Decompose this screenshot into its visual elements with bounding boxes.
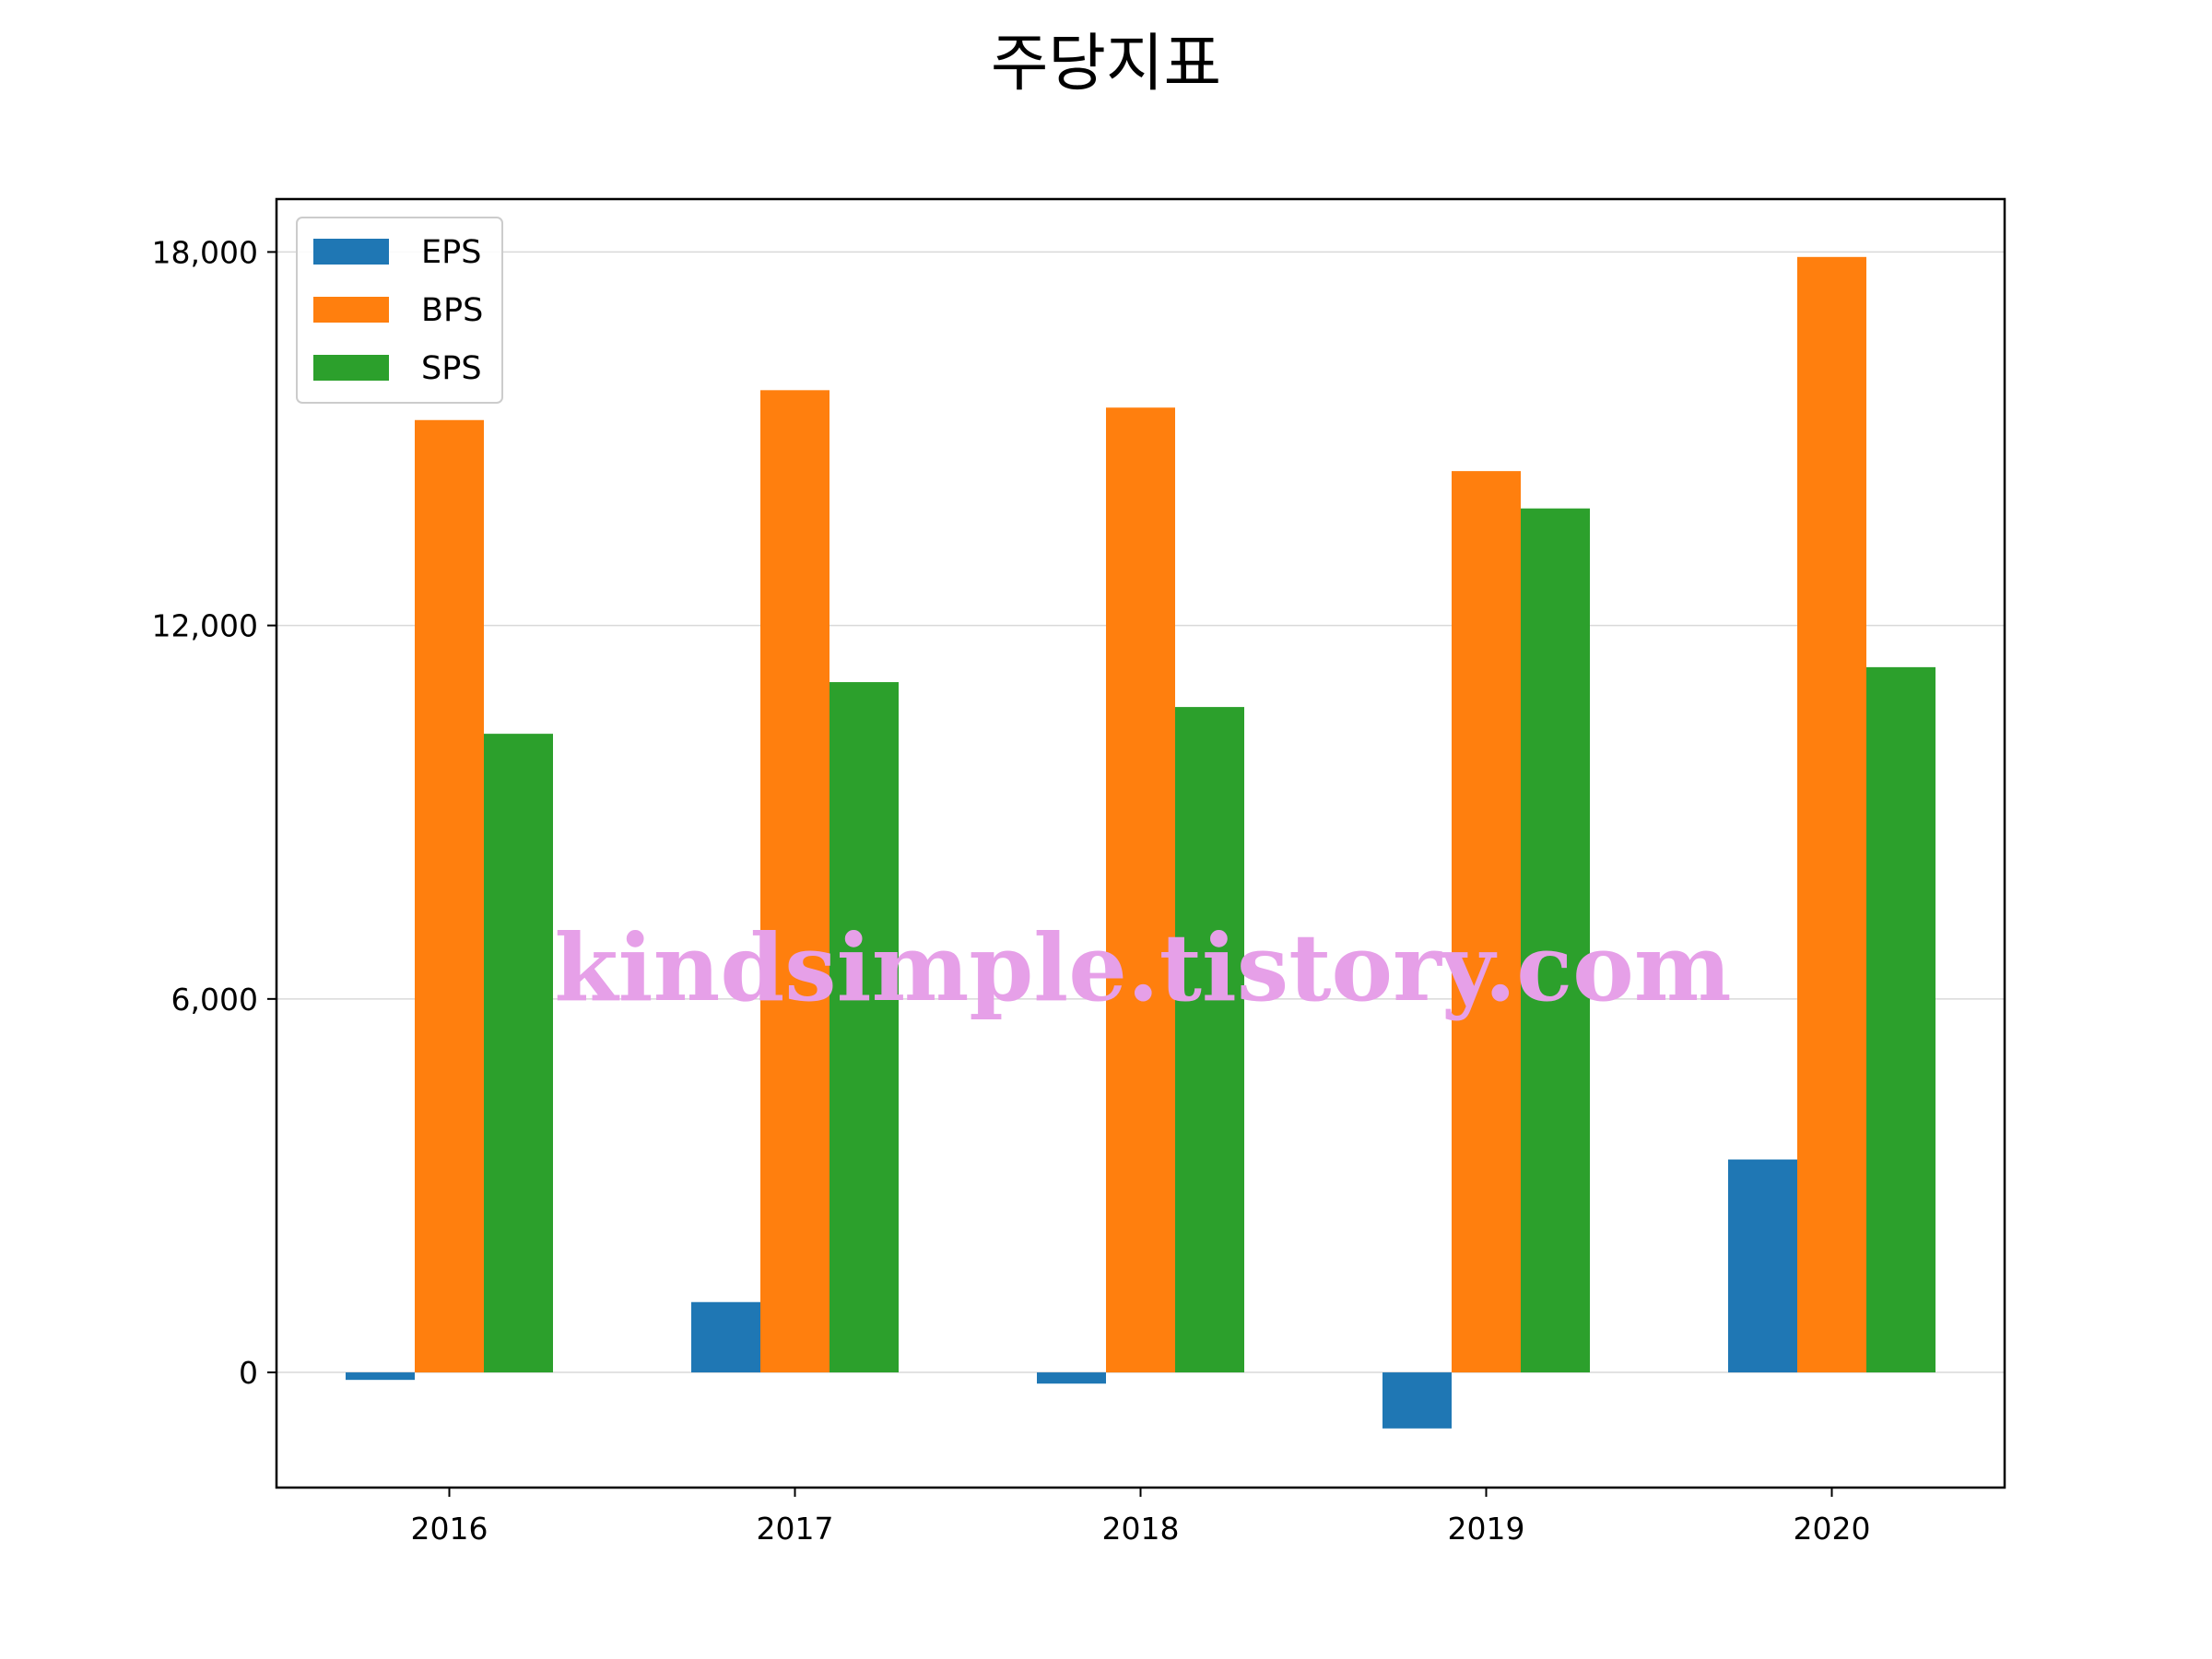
bar-bps-2020	[1797, 256, 1866, 1373]
x-tick-label-2: 2018	[1102, 1511, 1180, 1547]
y-tick-label-2: 12,000	[152, 608, 258, 644]
legend-label-bps: BPS	[421, 292, 483, 329]
axes: 0 6,000 12,000 18,000 2016 2017 2018 2019 2020	[152, 234, 1871, 1547]
legend: EPS BPS SPS	[296, 217, 503, 404]
legend-swatch-sps	[313, 355, 389, 381]
bar-sps-2019	[1521, 508, 1590, 1373]
bar-bps-2016	[415, 419, 484, 1373]
x-tick-label-1: 2017	[757, 1511, 834, 1547]
bar-bps-2018	[1106, 407, 1175, 1373]
bar-sps-2018	[1175, 707, 1244, 1373]
legend-label-sps: SPS	[421, 350, 482, 387]
bar-eps-2020	[1728, 1159, 1797, 1373]
y-tick-label-3: 18,000	[152, 234, 258, 270]
y-tick-label-1: 6,000	[171, 982, 258, 1018]
x-tick-label-3: 2019	[1448, 1511, 1525, 1547]
bar-eps-2016	[346, 1372, 415, 1381]
legend-swatch-eps	[313, 239, 389, 265]
bar-bps-2017	[760, 390, 830, 1373]
watermark-text: kindsimple.tistory.com	[554, 913, 1731, 1022]
bar-eps-2018	[1037, 1372, 1106, 1384]
bar-sps-2017	[830, 682, 899, 1373]
y-tick-label-0: 0	[239, 1355, 258, 1391]
legend-label-eps: EPS	[421, 234, 481, 271]
bar-eps-2019	[1382, 1372, 1452, 1429]
bar-bps-2019	[1452, 471, 1521, 1373]
x-tick-label-4: 2020	[1794, 1511, 1871, 1547]
legend-swatch-bps	[313, 297, 389, 323]
bar-sps-2016	[484, 734, 553, 1373]
x-tick-label-0: 2016	[411, 1511, 488, 1547]
bars	[346, 256, 1936, 1429]
bar-sps-2020	[1866, 666, 1936, 1373]
bar-eps-2017	[691, 1301, 760, 1373]
chart-title: 주당지표	[991, 28, 1221, 100]
